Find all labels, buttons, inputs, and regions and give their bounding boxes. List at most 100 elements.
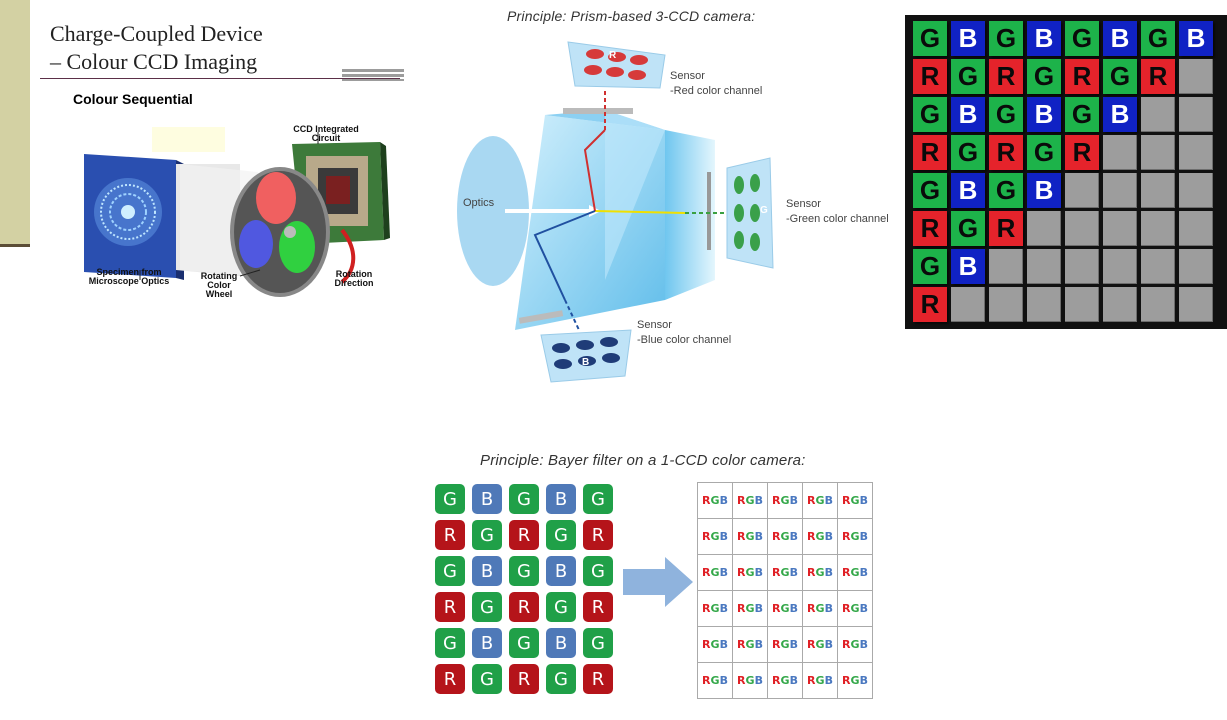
title-decoration (342, 69, 404, 81)
rgb-cell: RGB (767, 482, 803, 519)
arrow-right-icon (623, 557, 693, 607)
pixel-g: G (1065, 97, 1099, 132)
empty-pixel (1141, 211, 1175, 246)
rgb-letter: G (745, 638, 755, 651)
rgb-cell: RGB (732, 590, 768, 627)
pixel-r: R (913, 59, 947, 94)
rgb-cell: RGB (837, 482, 873, 519)
pixel-b: B (951, 97, 985, 132)
pixel-g: G (1065, 21, 1099, 56)
prism-caption: Principle: Prism-based 3-CCD camera: (507, 8, 756, 24)
filter-cell-r: R (435, 592, 465, 622)
rgb-letter: B (859, 638, 868, 651)
rgb-letter: B (859, 674, 868, 687)
pixel-g: G (913, 21, 947, 56)
pixel-b: B (1027, 97, 1061, 132)
filter-cell-r: R (509, 520, 539, 550)
rgb-letter: R (737, 602, 746, 615)
rgb-letter: G (745, 494, 755, 507)
rgb-letter: G (850, 566, 860, 579)
rgb-cell: RGB (732, 482, 768, 519)
green-sensor-channel: -Green color channel (786, 213, 889, 225)
green-sensor-letter: G (760, 205, 768, 216)
rgb-letter: B (719, 638, 728, 651)
rgb-cell: RGB (837, 662, 873, 699)
pixel-r: R (1065, 135, 1099, 170)
filter-cell-r: R (583, 664, 613, 694)
filter-cell-b: B (546, 556, 576, 586)
pixel-g: G (1027, 59, 1061, 94)
rgb-letter: B (859, 566, 868, 579)
rgb-letter: B (859, 494, 868, 507)
empty-pixel (1179, 97, 1213, 132)
filter-cell-r: R (583, 592, 613, 622)
pixel-g: G (913, 173, 947, 208)
red-sensor-channel: -Red color channel (670, 85, 763, 97)
rgb-letter: G (815, 602, 825, 615)
rgb-row: RGB RGB RGB RGB RGB (697, 518, 873, 555)
rgb-row: RGB RGB RGB RGB RGB (697, 554, 873, 591)
ccd-chip (292, 142, 390, 244)
rgb-letter: R (842, 602, 851, 615)
red-sensor-letter: R (609, 50, 617, 61)
pixel-r: R (1141, 59, 1175, 94)
rgb-letter: R (737, 566, 746, 579)
rgb-row: RGB RGB RGB RGB RGB (697, 590, 873, 627)
pixel-r: R (989, 135, 1023, 170)
rotation-arrow (340, 228, 356, 284)
rgb-letter: B (719, 602, 728, 615)
pixel-g: G (913, 249, 947, 284)
rgb-letter: G (710, 566, 720, 579)
empty-pixel (1179, 249, 1213, 284)
color-wheel-illustration (84, 132, 390, 297)
rgb-letter: G (815, 530, 825, 543)
optics-lens (457, 136, 529, 286)
rgb-letter: R (772, 494, 781, 507)
blue-sensor-label: Sensor -Blue color channel (637, 318, 731, 348)
rgb-cell: RGB (697, 518, 733, 555)
rgb-letter: R (807, 530, 816, 543)
rgb-letter: R (772, 602, 781, 615)
rgb-letter: G (780, 494, 790, 507)
rgb-letter: G (745, 566, 755, 579)
empty-pixel (1179, 211, 1213, 246)
label-specimen: Specimen from Microscope Optics (88, 267, 170, 286)
filter-cell-g: G (509, 556, 539, 586)
rgb-letter: R (702, 638, 711, 651)
filter-cell-g: G (435, 628, 465, 658)
rgb-letter: B (789, 566, 798, 579)
rgb-letter: R (842, 674, 851, 687)
rgb-cell: RGB (802, 554, 838, 591)
pixel-g: G (951, 59, 985, 94)
empty-pixel (1027, 287, 1061, 322)
rgb-cell: RGB (732, 662, 768, 699)
rgb-letter: B (824, 494, 833, 507)
empty-pixel (1065, 249, 1099, 284)
rgb-letter: B (719, 494, 728, 507)
empty-pixel (1103, 211, 1137, 246)
rgb-letter: G (850, 674, 860, 687)
rgb-letter: G (710, 602, 720, 615)
rgb-letter: R (702, 530, 711, 543)
blue-sensor-channel: -Blue color channel (637, 334, 732, 346)
pixel-g: G (989, 21, 1023, 56)
rgb-letter: B (754, 566, 763, 579)
rgb-letter: B (719, 530, 728, 543)
rgb-letter: R (842, 638, 851, 651)
empty-pixel (1179, 287, 1213, 322)
label-color-wheel: Rotating Color Wheel (200, 271, 238, 299)
rgb-cell: RGB (697, 626, 733, 663)
filter-cell-r: R (435, 664, 465, 694)
filter-cell-g: G (583, 484, 613, 514)
filter-cell-g: G (472, 520, 502, 550)
green-sensor-label: Sensor -Green color channel (786, 197, 889, 227)
rgb-row: RGB RGB RGB RGB RGB (697, 626, 873, 663)
blue-sensor (540, 329, 632, 383)
rgb-letter: R (737, 674, 746, 687)
pixel-r: R (1065, 59, 1099, 94)
pixel-b: B (1179, 21, 1213, 56)
rgb-cell: RGB (697, 590, 733, 627)
rgb-letter: G (850, 638, 860, 651)
pixel-b: B (951, 173, 985, 208)
pixel-b: B (951, 21, 985, 56)
